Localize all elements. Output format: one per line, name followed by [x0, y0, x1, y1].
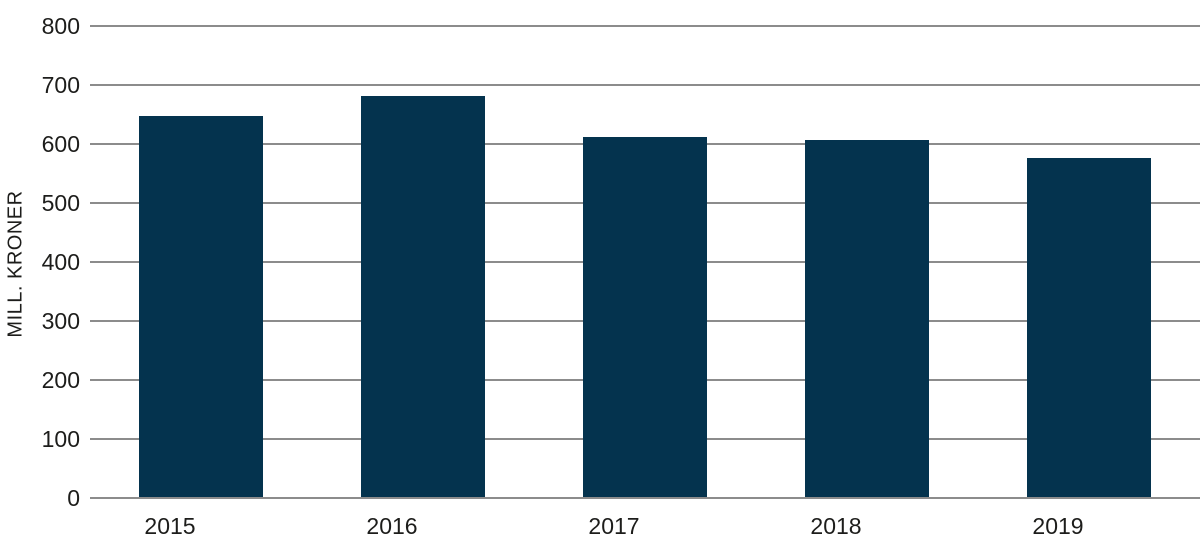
- x-tick-label: 2017: [588, 513, 640, 539]
- y-tick-label: 800: [41, 13, 80, 39]
- bar-2017: [583, 137, 707, 497]
- bar-2015: [139, 116, 263, 497]
- x-tick-label: 2019: [1032, 513, 1084, 539]
- y-tick-label: 600: [41, 131, 80, 157]
- y-tick-label: 500: [41, 190, 80, 216]
- x-tick-label: 2016: [366, 513, 418, 539]
- x-tick-label: 2015: [144, 513, 196, 539]
- bar-2019: [1027, 157, 1151, 497]
- y-tick-label: 100: [41, 426, 80, 452]
- bar-2016: [361, 95, 485, 497]
- bar-2018: [805, 140, 929, 497]
- gridline-0: [90, 497, 1200, 499]
- x-tick-label: 2018: [810, 513, 862, 539]
- gridline-800: [90, 25, 1200, 27]
- y-tick-label: 300: [41, 308, 80, 334]
- y-tick-label: 700: [41, 72, 80, 98]
- y-tick-label: 400: [41, 249, 80, 275]
- y-tick-label: 0: [67, 485, 80, 511]
- y-tick-label: 200: [41, 367, 80, 393]
- gridline-700: [90, 84, 1200, 86]
